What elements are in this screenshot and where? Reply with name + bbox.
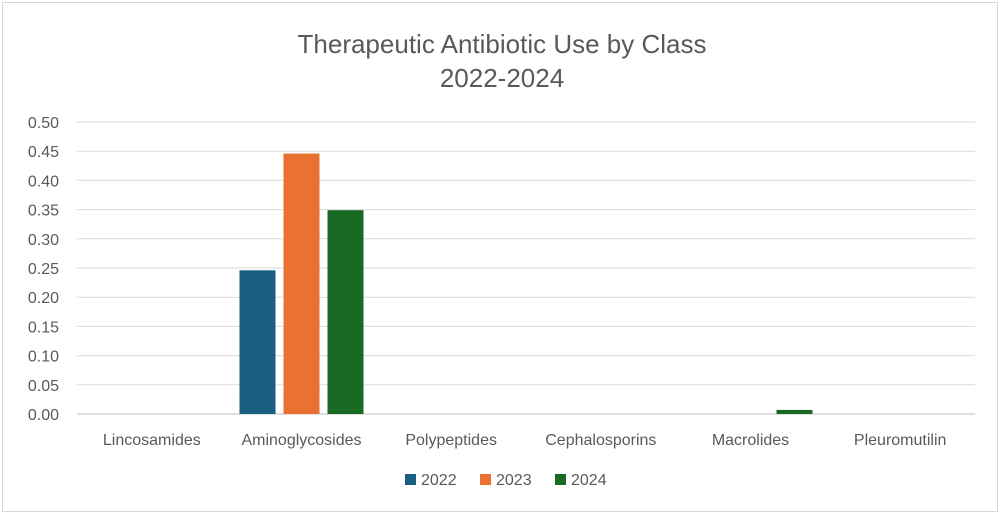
legend-label-2024: 2024 xyxy=(571,472,607,489)
chart-frame: Therapeutic Antibiotic Use by Class 2022… xyxy=(2,2,998,512)
y-axis: 0.00 0.05 0.10 0.15 0.20 0.25 0.30 0.35 0.40 0.45… xyxy=(28,115,59,424)
x-tick-label: Cephalosporins xyxy=(545,432,656,449)
x-tick-label: Polypeptides xyxy=(405,432,497,449)
bar-2024-aminoglycosides xyxy=(327,210,364,414)
y-tick-label: 0.15 xyxy=(28,319,59,336)
x-tick-label: Aminoglycosides xyxy=(241,432,361,449)
x-tick-label: Macrolides xyxy=(712,432,789,449)
legend-swatch-2024 xyxy=(555,474,566,485)
bar-chart: Therapeutic Antibiotic Use by Class 2022… xyxy=(28,29,975,489)
bar-2024-macrolides xyxy=(776,409,813,414)
y-tick-label: 0.05 xyxy=(28,378,59,395)
y-tick-label: 0.30 xyxy=(28,232,59,249)
bar-2022-aminoglycosides xyxy=(239,270,276,414)
y-tick-label: 0.45 xyxy=(28,144,59,161)
legend-swatch-2023 xyxy=(480,474,491,485)
gridlines xyxy=(77,121,975,415)
y-tick-label: 0.20 xyxy=(28,290,59,307)
bar-2023-aminoglycosides xyxy=(283,153,320,414)
x-tick-label: Lincosamides xyxy=(103,432,201,449)
y-tick-label: 0.25 xyxy=(28,261,59,278)
y-tick-label: 0.50 xyxy=(28,115,59,132)
chart-subtitle: 2022-2024 xyxy=(440,63,564,93)
y-tick-label: 0.00 xyxy=(28,407,59,424)
chart-title: Therapeutic Antibiotic Use by Class xyxy=(298,29,707,59)
legend-label-2023: 2023 xyxy=(496,472,532,489)
bars xyxy=(239,153,813,414)
x-axis: Lincosamides Aminoglycosides Polypeptides C… xyxy=(103,432,946,449)
legend: 2022 2023 2024 xyxy=(405,472,607,489)
y-tick-label: 0.10 xyxy=(28,349,59,366)
legend-label-2022: 2022 xyxy=(421,472,457,489)
y-tick-label: 0.35 xyxy=(28,203,59,220)
x-tick-label: Pleuromutilin xyxy=(854,432,946,449)
y-tick-label: 0.40 xyxy=(28,173,59,190)
legend-swatch-2022 xyxy=(405,474,416,485)
